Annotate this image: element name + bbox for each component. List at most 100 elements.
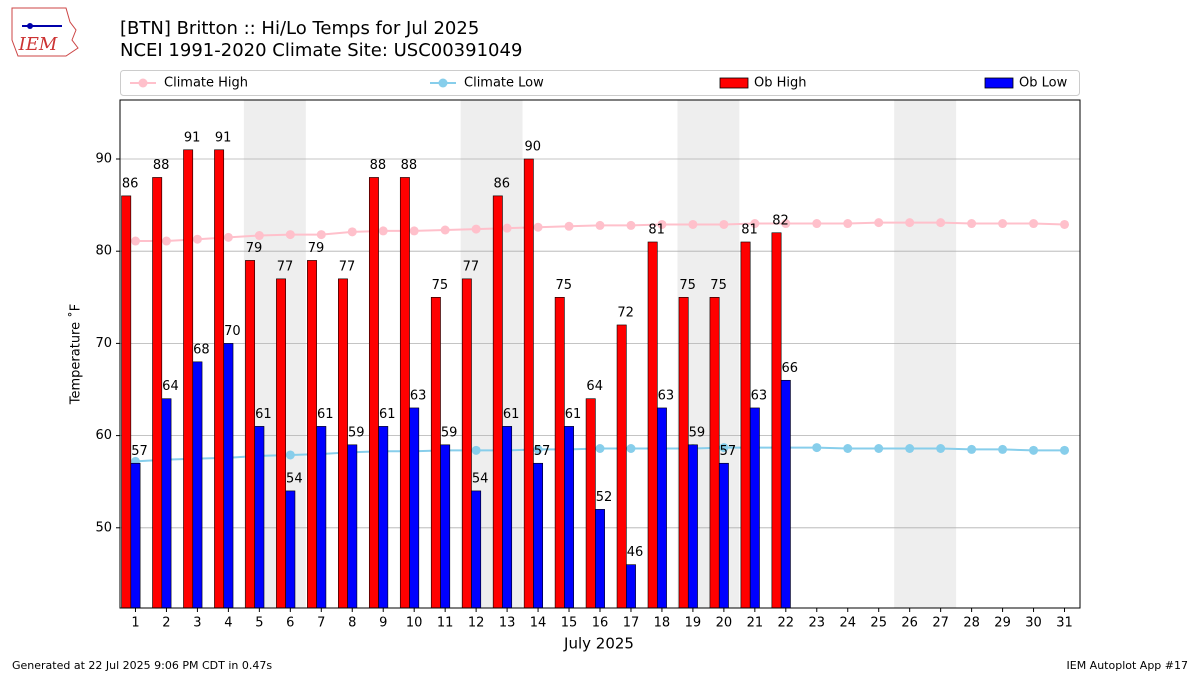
line-marker (626, 220, 636, 230)
legend-label: Ob High (754, 76, 807, 91)
line-marker (936, 444, 946, 454)
line-marker (378, 226, 388, 236)
x-tick-label: 4 (224, 616, 232, 631)
x-tick-label: 14 (530, 616, 547, 631)
x-tick-label: 18 (654, 616, 671, 631)
bar (554, 296, 565, 609)
data-label: 77 (277, 259, 294, 274)
bar (130, 462, 141, 609)
y-tick-label: 80 (95, 244, 112, 259)
bar (585, 398, 596, 609)
line-marker (254, 231, 264, 241)
x-tick-label: 6 (286, 616, 294, 631)
line-marker (812, 219, 822, 229)
line-marker (719, 443, 729, 453)
y-tick-label: 50 (95, 520, 112, 535)
line-marker (285, 450, 295, 460)
data-label: 61 (565, 407, 582, 422)
bar (440, 444, 451, 609)
data-label: 66 (782, 361, 799, 376)
bar (678, 296, 689, 609)
data-label: 54 (286, 471, 303, 486)
line-marker (750, 219, 760, 229)
line-marker (1029, 445, 1039, 455)
bar (223, 343, 234, 609)
bar (378, 426, 389, 609)
bar (161, 398, 172, 609)
data-label: 61 (317, 407, 334, 422)
line-marker (874, 218, 884, 228)
line-marker (192, 234, 202, 244)
bar (533, 462, 544, 609)
bar (687, 444, 698, 609)
data-label: 79 (308, 241, 325, 256)
bar (152, 177, 163, 609)
data-label: 72 (617, 305, 634, 320)
bar (492, 195, 503, 609)
data-label: 61 (503, 407, 520, 422)
x-tick-label: 31 (1056, 616, 1073, 631)
data-label: 88 (401, 158, 418, 173)
data-label: 77 (339, 259, 356, 274)
data-label: 59 (348, 425, 365, 440)
line-marker (130, 236, 140, 246)
bar (647, 241, 658, 609)
bar (771, 232, 782, 609)
line-marker (533, 222, 543, 232)
data-label: 91 (184, 130, 201, 145)
data-label: 91 (215, 130, 232, 145)
x-tick-label: 27 (932, 616, 949, 631)
data-label: 75 (679, 278, 696, 293)
bar (718, 462, 729, 609)
x-tick-label: 9 (379, 616, 387, 631)
data-label: 75 (710, 278, 727, 293)
x-tick-label: 12 (468, 616, 485, 631)
legend-label: Climate Low (464, 76, 544, 91)
line-marker (812, 443, 822, 453)
data-label: 61 (379, 407, 396, 422)
line-marker (1060, 445, 1070, 455)
line-marker (843, 444, 853, 454)
footer-right: IEM Autoplot App #17 (1067, 659, 1189, 672)
x-tick-label: 10 (406, 616, 423, 631)
line-marker (874, 444, 884, 454)
line-marker (595, 444, 605, 454)
logo: IEM (11, 7, 79, 57)
bar (285, 490, 296, 609)
x-tick-label: 29 (994, 616, 1011, 631)
line-marker (471, 224, 481, 234)
x-tick-label: 5 (255, 616, 263, 631)
line-marker (1029, 219, 1039, 229)
data-label: 57 (720, 444, 737, 459)
line-marker (781, 219, 791, 229)
data-label: 61 (255, 407, 272, 422)
data-label: 63 (410, 388, 427, 403)
data-label: 59 (689, 425, 706, 440)
chart-subtitle: NCEI 1991-2020 Climate Site: USC00391049 (120, 40, 522, 61)
data-label: 79 (246, 241, 263, 256)
legend-label: Climate High (164, 76, 248, 91)
data-label: 64 (586, 379, 603, 394)
bar (564, 426, 574, 609)
line-marker (347, 227, 357, 237)
y-axis-label: Temperature ˚F (68, 304, 84, 405)
line-marker (502, 223, 512, 233)
bar (121, 195, 132, 609)
bar (709, 296, 720, 609)
x-tick-label: 17 (623, 616, 640, 631)
x-axis-label: July 2025 (563, 635, 634, 653)
bar (595, 509, 605, 609)
chart-title: [BTN] Britton :: Hi/Lo Temps for Jul 202… (120, 18, 479, 39)
bar (307, 260, 317, 609)
data-label: 63 (658, 388, 675, 403)
line-marker (161, 236, 171, 246)
bar (656, 407, 667, 609)
data-label: 81 (741, 222, 758, 237)
x-tick-label: 23 (809, 616, 826, 631)
line-marker (688, 219, 698, 229)
legend-swatch (984, 77, 1014, 89)
bar (749, 407, 760, 609)
bar (461, 278, 472, 609)
y-tick-label: 70 (95, 336, 112, 351)
